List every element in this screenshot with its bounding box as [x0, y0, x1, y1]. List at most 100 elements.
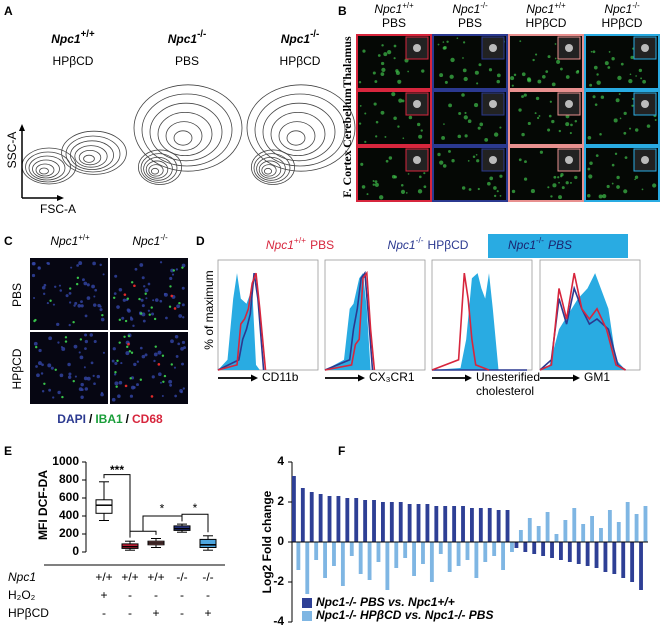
cell-dot — [617, 75, 622, 81]
text-part: F. Cortex — [340, 150, 354, 198]
contour — [78, 150, 102, 166]
nucleus — [102, 273, 105, 276]
cell-dot — [499, 194, 502, 197]
text-part: MFI DCF-DA — [36, 470, 50, 540]
cell-dot — [421, 69, 425, 73]
histogram-fill — [432, 273, 499, 370]
column-genotype: Npc1-/- — [604, 1, 640, 17]
contour — [173, 130, 193, 146]
nucleus — [90, 361, 94, 365]
microglia — [169, 285, 172, 288]
image — [30, 332, 108, 404]
table-cell: -/- — [202, 570, 213, 584]
cell-dot — [443, 123, 445, 125]
text-part: B — [338, 4, 347, 18]
bar — [421, 542, 425, 564]
cell-dot — [456, 37, 459, 40]
cell-dot — [638, 68, 643, 73]
nucleus — [86, 376, 91, 381]
cell-dot — [539, 150, 544, 154]
nucleus — [84, 347, 87, 351]
nucleus — [96, 374, 101, 379]
table-cell: +/+ — [121, 570, 138, 584]
nucleus — [48, 336, 53, 341]
microglia — [129, 377, 132, 380]
text-part: % of maximum — [202, 270, 216, 349]
table-cell: +/+ — [147, 570, 164, 584]
text-part: * — [160, 502, 165, 516]
microglia — [64, 336, 68, 339]
nucleus — [120, 362, 123, 365]
bar — [501, 542, 505, 570]
contour — [150, 167, 159, 175]
bar — [438, 542, 443, 554]
nucleus — [147, 309, 150, 312]
cell-dot — [496, 79, 501, 84]
cell-dot — [464, 111, 467, 115]
nucleus — [153, 352, 158, 357]
row-label: PBS — [10, 283, 24, 307]
significance-bracket — [129, 515, 183, 538]
table-cell: + — [100, 588, 107, 602]
y-tick-label: 4 — [277, 454, 284, 468]
nucleus — [132, 324, 135, 328]
cd68 — [173, 307, 177, 310]
text-part: F — [338, 444, 345, 458]
microglia — [34, 318, 37, 322]
nucleus — [70, 266, 73, 269]
nucleus — [86, 296, 91, 300]
text-part: HPβCD — [8, 606, 49, 620]
text-part: +/+ — [95, 570, 112, 584]
nucleus — [83, 376, 88, 381]
separator: / — [126, 412, 130, 426]
cell-dot — [467, 119, 472, 124]
axis-label: % of maximum — [202, 270, 216, 349]
nucleus — [143, 285, 146, 288]
nucleus — [152, 299, 155, 302]
contour — [278, 121, 316, 151]
text-part: Thalamus — [340, 36, 354, 88]
cell-dot — [468, 188, 472, 191]
microglia — [112, 296, 116, 299]
histogram-panel — [217, 259, 319, 382]
bar — [363, 500, 368, 542]
cell-dot — [441, 136, 446, 140]
text-part: CD11b — [262, 370, 299, 384]
bar — [296, 542, 301, 570]
panel-letter: B — [338, 4, 347, 18]
nucleus — [118, 380, 123, 385]
cell-dot — [419, 175, 422, 179]
cell-dot — [366, 193, 369, 196]
microglia — [139, 378, 143, 381]
cell-dot — [473, 103, 479, 108]
cell-dot — [569, 181, 572, 184]
cell-dot — [624, 156, 628, 159]
cell-dot — [608, 51, 611, 53]
table-cell: - — [180, 588, 184, 602]
nucleus — [93, 295, 96, 298]
bar — [612, 542, 617, 574]
nucleus — [181, 340, 186, 345]
y-tick-label: 600 — [59, 490, 79, 504]
cell-dot — [388, 156, 393, 160]
microglia — [118, 341, 121, 344]
bar — [581, 524, 586, 542]
contour — [254, 93, 346, 167]
micrograph — [508, 34, 584, 90]
bar — [496, 510, 501, 542]
microglia — [72, 320, 75, 324]
nucleus — [84, 387, 89, 391]
nucleus — [84, 339, 89, 344]
cell-dot — [375, 120, 379, 124]
nucleus — [111, 359, 115, 363]
microglia — [79, 338, 83, 341]
nucleus — [61, 346, 66, 351]
cell-dot — [611, 182, 614, 185]
nucleus — [69, 301, 72, 304]
nucleus — [139, 263, 144, 267]
bar — [443, 506, 448, 542]
contour-plot — [246, 84, 356, 185]
cell-dot — [527, 78, 532, 83]
nucleus — [112, 347, 116, 351]
cell-dot — [358, 80, 362, 84]
